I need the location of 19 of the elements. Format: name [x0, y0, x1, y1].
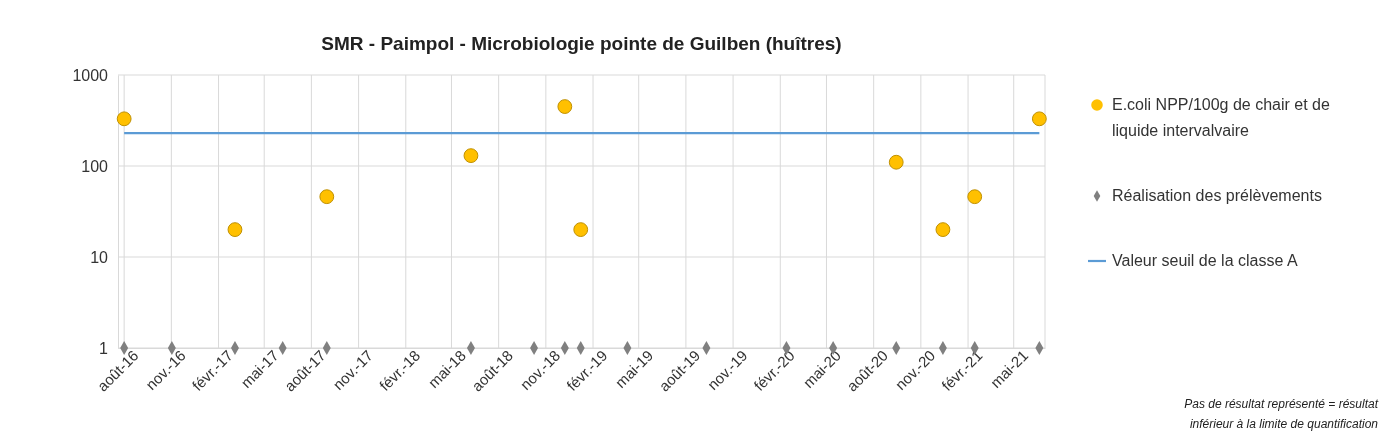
text: Pas de résultat représenté = résultat [1184, 397, 1379, 411]
point [967, 189, 983, 205]
legend-label: Valeur seuil de la classe A [1112, 252, 1298, 269]
y-tick-label: 1000 [72, 66, 109, 84]
point [319, 189, 335, 205]
text: inférieur à la limite de quantification [1189, 417, 1379, 431]
point [573, 222, 589, 237]
point [888, 154, 904, 170]
point [463, 148, 479, 164]
chart-title: SMR - Paimpol - Microbiologie pointe de Guilben (huîtres) [321, 33, 842, 54]
point [935, 222, 951, 237]
legend-label: Réalisation des prélèvements [1112, 187, 1322, 204]
point [557, 99, 573, 114]
point [227, 222, 243, 237]
point [1031, 111, 1047, 127]
point [116, 111, 132, 127]
y-tick-label: 10 [90, 248, 109, 266]
legend-label: E.coli NPP/100g de chair et de liquide intervalvaire [1112, 96, 1331, 139]
y-tick-label: 100 [81, 157, 109, 175]
